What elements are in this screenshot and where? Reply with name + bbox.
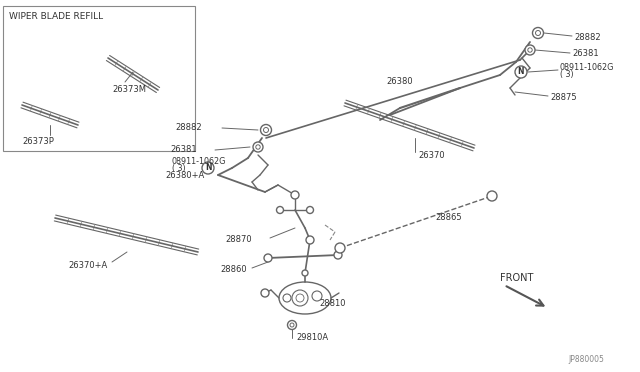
Circle shape	[253, 142, 263, 152]
Text: 28860: 28860	[220, 266, 246, 275]
Text: ( 3): ( 3)	[172, 164, 186, 173]
Text: 28810: 28810	[319, 298, 346, 308]
Text: 29810A: 29810A	[296, 334, 328, 343]
Text: 26381: 26381	[572, 49, 598, 58]
Circle shape	[296, 294, 304, 302]
Text: WIPER BLADE REFILL: WIPER BLADE REFILL	[9, 12, 103, 21]
Circle shape	[264, 254, 272, 262]
Text: 26380: 26380	[387, 77, 413, 87]
Text: 26380+A: 26380+A	[165, 171, 204, 180]
Text: 08911-1062G: 08911-1062G	[560, 64, 614, 73]
Circle shape	[307, 206, 314, 214]
Circle shape	[306, 236, 314, 244]
Circle shape	[528, 48, 532, 52]
Circle shape	[260, 125, 271, 135]
Circle shape	[292, 290, 308, 306]
Circle shape	[264, 128, 269, 132]
Bar	[3, 6, 195, 151]
Circle shape	[256, 145, 260, 149]
Circle shape	[515, 66, 527, 78]
Circle shape	[312, 291, 322, 301]
Text: 28875: 28875	[550, 93, 577, 102]
Circle shape	[532, 28, 543, 38]
Ellipse shape	[279, 282, 331, 314]
Circle shape	[290, 323, 294, 327]
Text: 28865: 28865	[435, 214, 461, 222]
Circle shape	[291, 191, 299, 199]
Circle shape	[487, 191, 497, 201]
Text: N: N	[205, 164, 211, 173]
Circle shape	[335, 243, 345, 253]
Circle shape	[276, 206, 284, 214]
Text: N: N	[518, 67, 524, 77]
Circle shape	[202, 162, 214, 174]
Circle shape	[302, 270, 308, 276]
Circle shape	[525, 45, 535, 55]
Text: 26373M: 26373M	[112, 86, 146, 94]
Text: 26370+A: 26370+A	[68, 260, 108, 269]
Circle shape	[334, 251, 342, 259]
Circle shape	[283, 294, 291, 302]
Text: FRONT: FRONT	[500, 273, 533, 283]
Text: 28882: 28882	[175, 122, 202, 131]
Text: 28870: 28870	[225, 235, 252, 244]
Text: 26381: 26381	[170, 145, 196, 154]
Text: 26373P: 26373P	[22, 138, 54, 147]
Text: 28882: 28882	[574, 32, 600, 42]
Text: 08911-1062G: 08911-1062G	[172, 157, 227, 167]
Text: ( 3): ( 3)	[560, 71, 573, 80]
Circle shape	[287, 321, 296, 330]
Circle shape	[536, 31, 541, 35]
Circle shape	[261, 289, 269, 297]
Text: 26370: 26370	[418, 151, 445, 160]
Text: JP880005: JP880005	[568, 356, 604, 365]
